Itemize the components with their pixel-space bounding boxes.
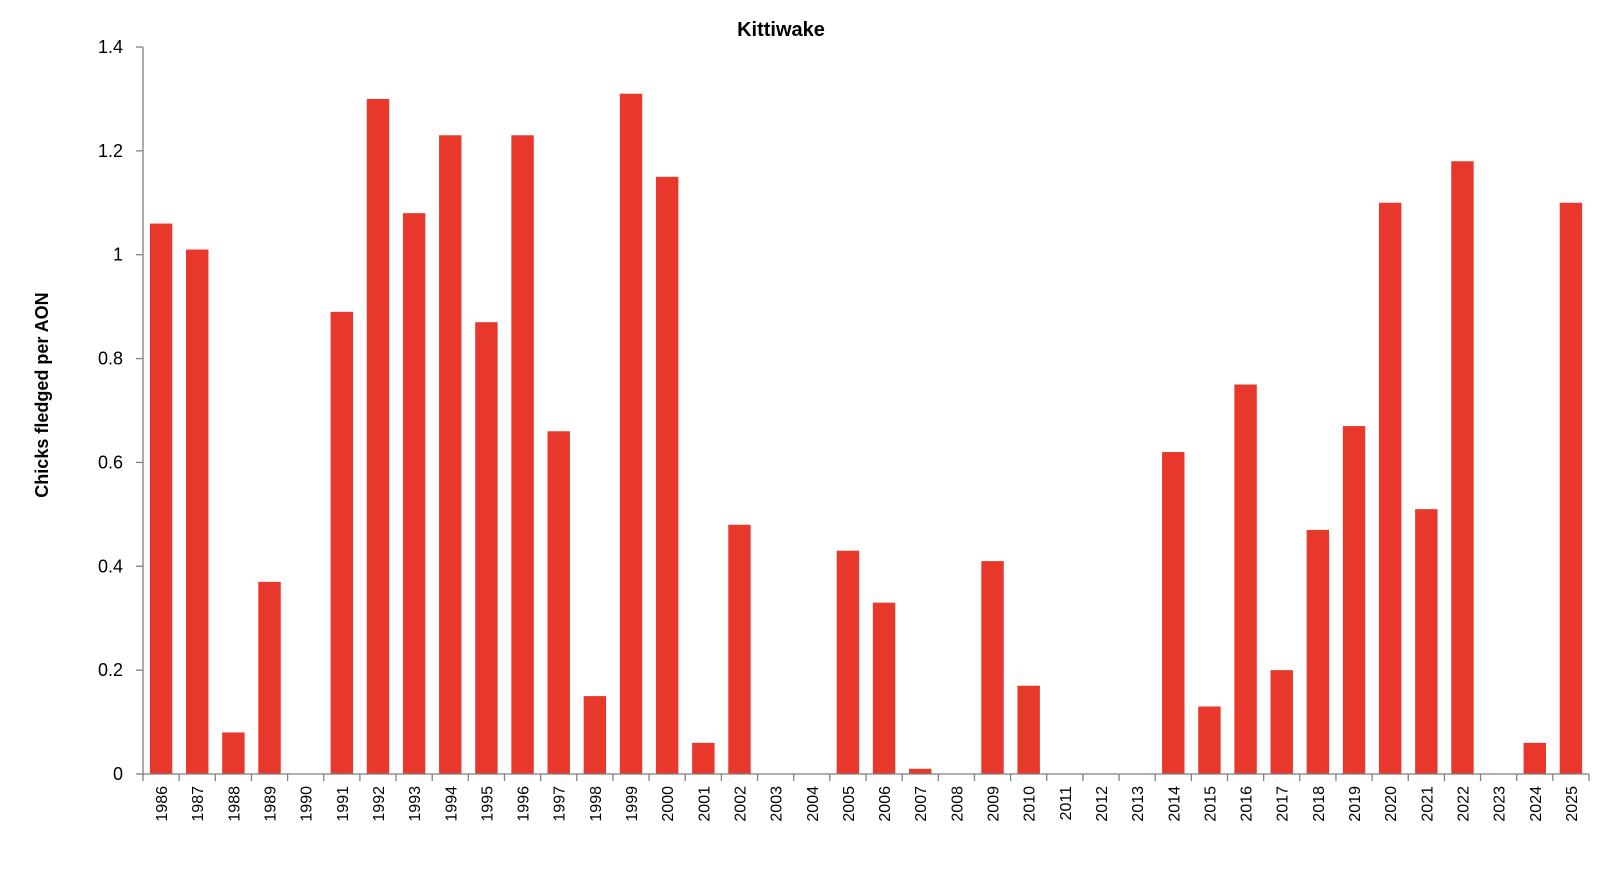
bar-1995	[475, 322, 498, 774]
bar-2001	[692, 742, 715, 774]
bar-1993	[402, 213, 426, 774]
bar-2009	[981, 561, 1004, 774]
x-tick-label: 2009	[986, 786, 1003, 822]
x-tick-label: 2025	[1564, 786, 1581, 822]
bar-2005	[836, 550, 860, 774]
x-tick-label: 1989	[263, 786, 280, 822]
x-tick-label: 2013	[1130, 786, 1147, 822]
x-tick-label: 1997	[552, 786, 569, 822]
x-tick-label: 1994	[443, 786, 460, 822]
x-tick-label: 1999	[624, 786, 641, 822]
bar-1986	[149, 223, 173, 775]
x-tick-label: 2007	[913, 786, 930, 822]
bar-1996	[511, 135, 534, 774]
x-tick-label: 2003	[769, 786, 786, 822]
x-tick-label: 1991	[335, 786, 352, 822]
x-tick-label: 1993	[407, 786, 424, 822]
y-tick-label: 1	[113, 245, 123, 265]
bar-2018	[1306, 529, 1330, 774]
x-tick-label: 2001	[696, 786, 713, 822]
bar-2007	[909, 768, 932, 774]
x-tick-label: 2022	[1455, 786, 1472, 822]
x-tick-label: 2016	[1239, 786, 1256, 822]
x-tick-label: 2017	[1275, 786, 1292, 822]
bar-2022	[1451, 161, 1474, 774]
y-tick-label: 1.2	[98, 141, 123, 161]
bar-2006	[872, 602, 896, 774]
x-tick-label: 2024	[1528, 786, 1545, 822]
x-tick-label: 2002	[732, 786, 749, 822]
x-tick-label: 1998	[588, 786, 605, 822]
bar-2010	[1017, 685, 1040, 774]
x-tick-label: 2000	[660, 786, 677, 822]
chart-title: Kittiwake	[737, 19, 825, 41]
bar-1987	[186, 249, 209, 774]
bar-2024	[1523, 742, 1546, 774]
x-tick-label: 2019	[1347, 786, 1364, 822]
x-tick-label: 2015	[1202, 786, 1219, 822]
bar-2002	[728, 524, 751, 774]
x-tick-label: 2004	[805, 786, 822, 822]
bar-1997	[547, 431, 570, 774]
bar-2017	[1270, 670, 1293, 774]
bars-group	[149, 93, 1583, 775]
x-tick-label: 1995	[479, 786, 496, 822]
y-tick-label: 0	[113, 764, 123, 784]
bar-1991	[330, 311, 354, 774]
x-tick-label: 2020	[1383, 786, 1400, 822]
bar-1994	[439, 135, 462, 774]
x-tick-label: 1988	[226, 786, 243, 822]
bar-2020	[1378, 202, 1402, 775]
bar-2014	[1162, 452, 1185, 774]
x-tick-label: 2012	[1094, 786, 1111, 822]
x-tick-label: 1986	[154, 786, 171, 822]
x-axis-ticks: 1986 1987 1988 1989 1990 1991 1992 1993 1994 1995…	[142, 774, 1590, 822]
y-axis-ticks: 0 0.2 0.4 0.6 0.8 1 1.2 1.4	[98, 37, 143, 784]
y-tick-label: 0.2	[98, 660, 123, 680]
bar-2021	[1415, 509, 1438, 774]
bar-2015	[1198, 706, 1221, 774]
x-tick-label: 2006	[877, 786, 894, 822]
y-tick-label: 0.4	[98, 556, 123, 576]
bar-2025	[1559, 202, 1583, 775]
x-tick-label: 2010	[1022, 786, 1039, 822]
bar-1998	[583, 696, 607, 774]
bar-2019	[1342, 426, 1366, 774]
y-tick-label: 1.4	[98, 37, 123, 57]
x-tick-label: 2018	[1311, 786, 1328, 822]
x-tick-label: 2021	[1419, 786, 1436, 822]
y-tick-label: 0.6	[98, 452, 123, 472]
y-tick-label: 0.8	[98, 349, 123, 369]
bar-1988	[222, 732, 245, 774]
bar-1989	[258, 581, 281, 774]
x-tick-label: 1992	[371, 786, 388, 822]
x-tick-label: 1987	[190, 786, 207, 822]
x-tick-label: 2023	[1492, 786, 1509, 822]
x-tick-label: 2011	[1058, 786, 1075, 821]
bar-2016	[1234, 384, 1257, 774]
x-tick-label: 2005	[841, 786, 858, 822]
y-axis-label: Chicks fledged per AON	[32, 292, 52, 497]
x-tick-label: 1990	[299, 786, 316, 822]
x-tick-label: 1996	[516, 786, 533, 822]
bar-2000	[655, 176, 679, 775]
x-tick-label: 2008	[949, 786, 966, 822]
x-tick-label: 2014	[1166, 786, 1183, 822]
bar-1992	[366, 98, 390, 774]
bar-1999	[619, 93, 643, 774]
